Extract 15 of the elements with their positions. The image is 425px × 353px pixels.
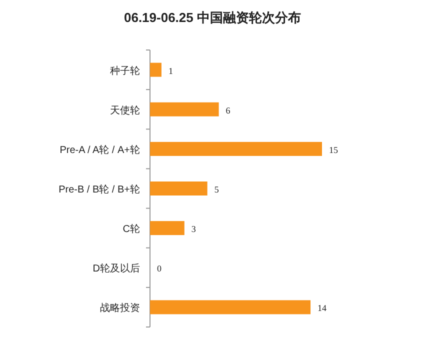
- category-label: C轮: [122, 224, 140, 236]
- data-label: 5: [214, 184, 219, 194]
- data-label: 15: [329, 144, 338, 155]
- data-label: 0: [157, 264, 162, 274]
- category-label: 种子轮: [110, 66, 140, 77]
- data-label: 1: [168, 66, 173, 76]
- data-label: 3: [191, 224, 196, 234]
- data-label: 14: [318, 303, 327, 314]
- category-label: Pre-B / B轮 / B+轮: [58, 184, 140, 196]
- data-label: 6: [226, 105, 230, 116]
- category-label: 天使轮: [110, 105, 140, 116]
- title: 06.19-06.25 中国融资轮次分布: [124, 10, 301, 25]
- category-label: D轮及以后: [92, 264, 140, 275]
- category-label: 战略投资: [100, 303, 140, 314]
- category-label: Pre-A / A轮 / A+轮: [60, 144, 140, 156]
